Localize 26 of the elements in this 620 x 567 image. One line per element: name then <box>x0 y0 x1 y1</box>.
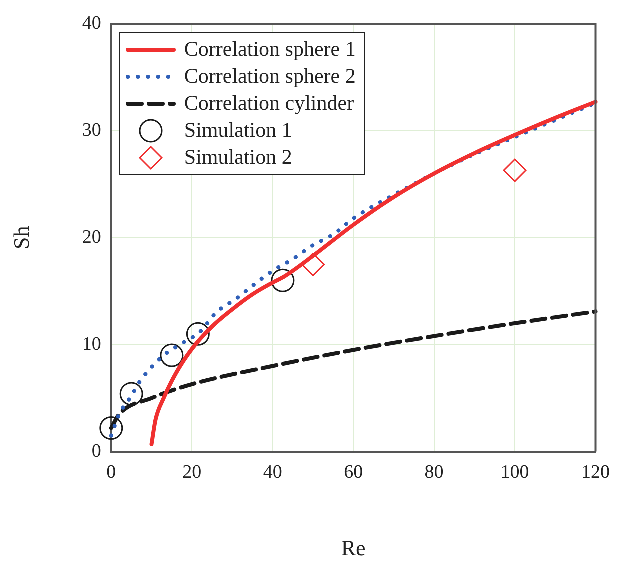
y-tick-label: 0 <box>92 440 102 462</box>
x-axis-title: Re <box>341 536 366 561</box>
y-axis-title: Sh <box>8 226 34 250</box>
x-tick-label: 60 <box>344 462 364 484</box>
legend-label: Correlation sphere 1 <box>184 36 356 63</box>
legend-label: Simulation 2 <box>184 144 292 171</box>
legend-label: Correlation cylinder <box>184 90 354 117</box>
x-tick-label: 100 <box>500 462 530 484</box>
y-tick-label: 10 <box>82 334 102 355</box>
x-tick-label: 0 <box>106 462 116 484</box>
y-tick-label: 40 <box>82 12 102 34</box>
point <box>186 322 210 346</box>
legend-label: Simulation 1 <box>184 117 292 144</box>
legend-label: Correlation sphere 2 <box>184 63 356 90</box>
x-tick-label: 120 <box>582 462 610 484</box>
point <box>100 416 124 440</box>
x-tick-label: 20 <box>182 462 202 484</box>
point <box>503 158 527 182</box>
y-tick-label: 20 <box>82 226 102 248</box>
y-tick-label: 30 <box>82 120 102 141</box>
point <box>271 268 295 292</box>
x-tick-label: 80 <box>424 462 444 484</box>
point <box>301 252 325 276</box>
point <box>120 382 144 406</box>
point <box>160 344 184 368</box>
x-tick-label: 40 <box>263 462 282 484</box>
